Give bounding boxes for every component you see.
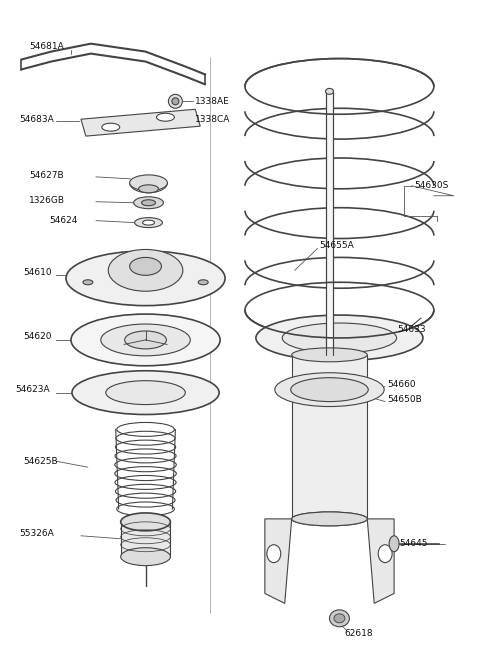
Text: 54655A: 54655A — [320, 241, 354, 250]
Ellipse shape — [172, 98, 179, 105]
Ellipse shape — [71, 314, 220, 365]
Ellipse shape — [120, 513, 170, 531]
Ellipse shape — [102, 123, 120, 131]
Text: 54681A: 54681A — [29, 42, 64, 51]
Ellipse shape — [134, 217, 162, 227]
Text: 54633: 54633 — [397, 326, 426, 335]
Text: 54630S: 54630S — [414, 181, 448, 191]
Ellipse shape — [292, 512, 367, 526]
Ellipse shape — [106, 381, 185, 405]
Ellipse shape — [168, 112, 182, 126]
Text: 55326A: 55326A — [19, 529, 54, 538]
Text: 54625B: 54625B — [23, 457, 58, 466]
Text: 54620: 54620 — [23, 333, 52, 341]
Ellipse shape — [171, 115, 180, 123]
Ellipse shape — [256, 315, 423, 361]
Text: 54645: 54645 — [399, 539, 428, 548]
Text: 54610: 54610 — [23, 268, 52, 277]
Ellipse shape — [389, 536, 399, 552]
Ellipse shape — [108, 250, 183, 291]
Ellipse shape — [139, 185, 158, 193]
Ellipse shape — [142, 200, 156, 206]
Ellipse shape — [292, 512, 367, 526]
Ellipse shape — [72, 371, 219, 415]
Ellipse shape — [143, 220, 155, 225]
Ellipse shape — [329, 610, 349, 627]
Text: 54624: 54624 — [49, 216, 77, 225]
Text: 1338CA: 1338CA — [195, 115, 230, 124]
Text: 1326GB: 1326GB — [29, 196, 65, 205]
Ellipse shape — [156, 113, 174, 121]
Text: 62618: 62618 — [344, 629, 373, 638]
Ellipse shape — [130, 175, 168, 191]
Text: 54650B: 54650B — [387, 395, 422, 404]
Ellipse shape — [130, 257, 161, 275]
Polygon shape — [81, 109, 200, 136]
Ellipse shape — [83, 280, 93, 285]
Ellipse shape — [292, 348, 367, 362]
Ellipse shape — [125, 331, 167, 349]
Ellipse shape — [325, 88, 334, 94]
Polygon shape — [265, 519, 292, 603]
Bar — [292, 355, 367, 519]
Ellipse shape — [133, 196, 164, 209]
Ellipse shape — [198, 280, 208, 285]
Text: 54683A: 54683A — [19, 115, 54, 124]
Ellipse shape — [101, 324, 190, 356]
Ellipse shape — [282, 323, 396, 353]
Ellipse shape — [334, 614, 345, 623]
Ellipse shape — [120, 548, 170, 566]
Polygon shape — [367, 519, 394, 603]
Bar — [325, 92, 334, 355]
Text: 54627B: 54627B — [29, 172, 64, 180]
Text: 54623A: 54623A — [15, 385, 50, 394]
Ellipse shape — [267, 545, 281, 563]
Ellipse shape — [168, 94, 182, 108]
Ellipse shape — [291, 378, 368, 402]
Text: 54660: 54660 — [387, 380, 416, 389]
Ellipse shape — [378, 545, 392, 563]
Bar — [120, 522, 170, 557]
Text: 1338AE: 1338AE — [195, 97, 230, 106]
Ellipse shape — [66, 251, 225, 306]
Ellipse shape — [275, 373, 384, 407]
